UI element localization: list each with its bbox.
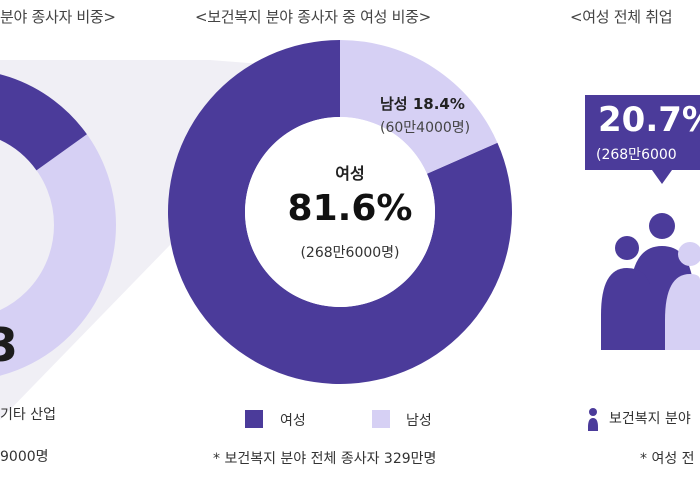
callout-count: (268만6000 (596, 147, 677, 163)
people-icon (585, 95, 700, 350)
person-head-left (615, 236, 639, 260)
person-body-left (601, 268, 650, 350)
person-legend-icon (588, 408, 598, 431)
person-head-center (649, 213, 675, 239)
left-donut-light-ring (0, 74, 116, 376)
callout-bubble (585, 95, 700, 184)
donut-slice-male (340, 40, 498, 174)
legend-male-swatch (372, 410, 390, 428)
left-donut-dark-arc (0, 74, 87, 172)
right-legend-label: 보건복지 분야 (609, 411, 691, 427)
male-label: 남성 18.4% (380, 95, 465, 113)
center-title: <보건복지 분야 종사자 중 여성 비중> (195, 8, 431, 26)
left-percent-fragment: 3 (0, 318, 19, 372)
legend-male-label: 남성 (406, 413, 432, 429)
legend-female-label: 여성 (280, 413, 306, 429)
callout-percent: 20.7% (598, 100, 700, 140)
right-note: * 여성 전 (640, 451, 695, 467)
male-count: (60만4000명) (380, 120, 471, 136)
person-body-right (665, 274, 700, 350)
female-label: 여성 (335, 164, 365, 183)
left-donut (0, 74, 116, 376)
female-count: (268만6000명) (300, 245, 400, 261)
left-legend-label: 기타 산업 (0, 407, 56, 423)
legend-female-swatch (245, 410, 263, 428)
center-donut (168, 40, 513, 384)
center-note: * 보건복지 분야 전체 종사자 329만명 (213, 451, 437, 467)
donut-hole (245, 117, 435, 307)
female-percent: 81.6% (287, 188, 413, 229)
donut-slice-female (168, 40, 513, 384)
left-note: 9000명 (0, 449, 49, 465)
person-head-right (678, 242, 700, 266)
right-title: <여성 전체 취업 (570, 8, 673, 26)
left-title: 분야 종사자 비중> (0, 8, 116, 26)
